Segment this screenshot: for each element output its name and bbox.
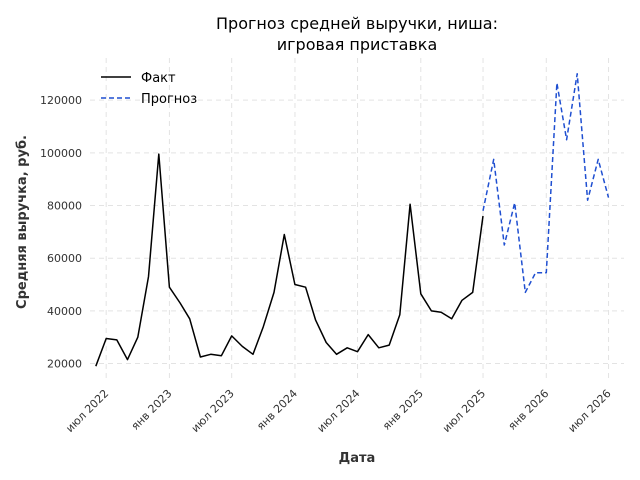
series-line-fact bbox=[95, 153, 484, 367]
x-tick-label: янв 2025 bbox=[380, 387, 426, 433]
legend-label-forecast: Прогноз bbox=[141, 92, 197, 107]
x-axis-label: Дата bbox=[339, 451, 376, 466]
x-tick-label: июл 2026 bbox=[566, 387, 614, 435]
y-tick-label: 40000 bbox=[47, 305, 82, 318]
y-tick-label: 20000 bbox=[47, 358, 82, 371]
x-tick-label: июл 2025 bbox=[440, 387, 488, 435]
x-tick-label: янв 2026 bbox=[506, 387, 552, 433]
x-tick-label: июл 2022 bbox=[63, 387, 111, 435]
x-tick-label: июл 2024 bbox=[315, 387, 363, 435]
y-axis-ticks: 20000 40000 60000 80000 100000 120000 bbox=[40, 94, 82, 370]
legend: Факт Прогноз bbox=[101, 71, 197, 107]
series-lines bbox=[95, 73, 610, 367]
y-tick-label: 120000 bbox=[40, 94, 82, 107]
x-tick-label: янв 2024 bbox=[254, 387, 300, 433]
y-tick-label: 100000 bbox=[40, 147, 82, 160]
legend-label-fact: Факт bbox=[141, 71, 176, 86]
x-axis-ticks: июл 2022 янв 2023 июл 2023 янв 2024 июл 2024… bbox=[63, 387, 613, 435]
x-tick-label: янв 2023 bbox=[129, 387, 175, 433]
y-axis-label: Средняя выручка, руб. bbox=[15, 135, 30, 309]
chart-title-line-2: игровая приставка bbox=[277, 35, 438, 54]
chart-title-line-1: Прогноз средней выручки, ниша: bbox=[216, 14, 498, 33]
series-line-forecast bbox=[482, 73, 610, 294]
y-tick-label: 60000 bbox=[47, 252, 82, 265]
y-tick-label: 80000 bbox=[47, 200, 82, 213]
x-tick-label: июл 2023 bbox=[189, 387, 237, 435]
grid bbox=[90, 58, 624, 382]
